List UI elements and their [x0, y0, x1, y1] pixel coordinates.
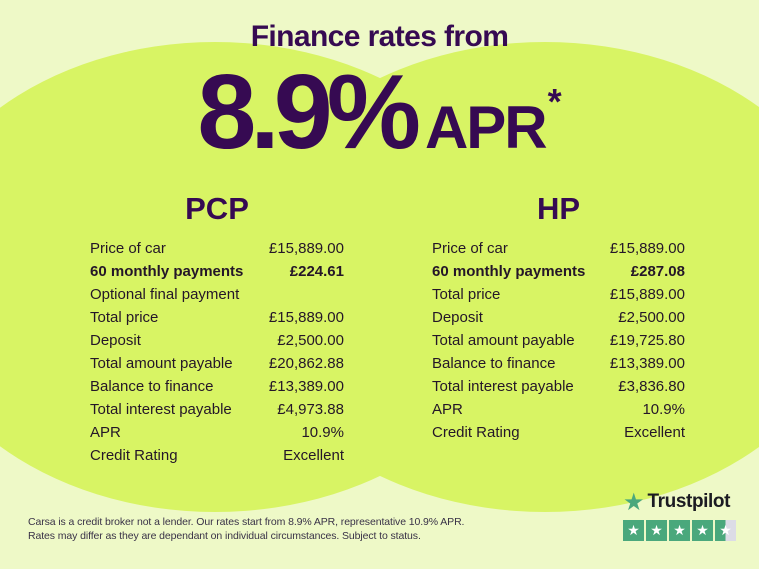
row-value: £2,500.00 — [618, 309, 685, 326]
row-value: Excellent — [624, 424, 685, 441]
finance-row: Deposit £2,500.00 — [90, 329, 344, 352]
finance-row: Total interest payable £4,973.88 — [90, 398, 344, 421]
finance-row: Price of car £15,889.00 — [432, 237, 685, 260]
finance-row: Total interest payable £3,836.80 — [432, 375, 685, 398]
row-label: 60 monthly payments — [432, 263, 586, 280]
row-value: £15,889.00 — [609, 286, 685, 303]
trustpilot-star-icon: ★ — [623, 488, 645, 516]
disclaimer-line-2: Rates may differ as they are dependant o… — [28, 529, 421, 542]
row-value: £20,862.88 — [268, 355, 344, 372]
row-value: £13,389.00 — [609, 355, 685, 372]
row-value: £2,500.00 — [277, 332, 344, 349]
finance-row: Balance to finance £13,389.00 — [90, 375, 344, 398]
row-label: Total price — [432, 286, 501, 303]
row-value: £3,836.80 — [618, 378, 685, 395]
disclaimer-line-1: Carsa is a credit broker not a lender. O… — [28, 516, 465, 528]
row-value: £13,389.00 — [268, 378, 344, 395]
finance-row: Balance to finance £13,389.00 — [432, 352, 685, 375]
page-title: Finance rates from — [250, 20, 509, 53]
row-label: 60 monthly payments — [90, 263, 244, 280]
pcp-table: Price of car £15,889.00 60 monthly payment… — [90, 237, 344, 467]
finance-row: APR 10.9% — [90, 421, 344, 444]
row-label: Total price — [90, 309, 159, 326]
row-value: £19,725.80 — [609, 332, 685, 349]
trustpilot-logo: ★ Trustpilot — [623, 490, 736, 514]
rate-value: 8.9% — [197, 53, 421, 171]
trustpilot-star-box: ★ — [692, 520, 713, 541]
trustpilot-star-box: ★ — [646, 520, 667, 541]
finance-row: 60 monthly payments £224.61 — [90, 260, 344, 283]
finance-row: Total price £15,889.00 — [90, 306, 344, 329]
trustpilot-star-box: ★ — [669, 520, 690, 541]
trustpilot-star-box: ★ — [715, 520, 736, 541]
row-label: Balance to finance — [90, 378, 214, 395]
row-value: £4,973.88 — [277, 401, 344, 418]
finance-row: Credit Rating Excellent — [432, 421, 685, 444]
finance-row: Total amount payable £19,725.80 — [432, 329, 685, 352]
row-value: £15,889.00 — [268, 309, 344, 326]
finance-row: Price of car £15,889.00 — [90, 237, 344, 260]
rate-asterisk: * — [547, 81, 562, 122]
row-label: APR — [432, 401, 463, 418]
pcp-title: PCP — [185, 191, 249, 226]
finance-row: Total amount payable £20,862.88 — [90, 352, 344, 375]
row-value: Excellent — [283, 447, 344, 464]
row-label: Total amount payable — [90, 355, 233, 372]
finance-row: Deposit £2,500.00 — [432, 306, 685, 329]
row-label: Deposit — [432, 309, 483, 326]
pcp-column: PCP Price of car £15,889.00 60 monthly pay… — [90, 193, 344, 467]
hp-title: HP — [536, 191, 581, 226]
finance-row: APR 10.9% — [432, 398, 685, 421]
finance-row: Total price £15,889.00 — [432, 283, 685, 306]
finance-row: 60 monthly payments £287.08 — [432, 260, 685, 283]
row-value: 10.9% — [642, 401, 685, 418]
trustpilot-stars: ★ ★ ★ ★ ★ — [623, 520, 736, 541]
row-label: APR — [90, 424, 121, 441]
row-value: £224.61 — [289, 263, 344, 280]
row-label: Price of car — [432, 240, 508, 257]
row-value: £287.08 — [630, 263, 685, 280]
row-label: Total amount payable — [432, 332, 575, 349]
rate-unit: APR — [424, 94, 548, 161]
row-label: Credit Rating — [90, 447, 178, 464]
trustpilot-brand-text: Trustpilot — [647, 491, 731, 512]
row-label: Total interest payable — [90, 401, 232, 418]
row-label: Credit Rating — [432, 424, 520, 441]
row-label: Price of car — [90, 240, 166, 257]
headline-rate: 8.9% APR * — [0, 59, 759, 165]
hp-column: HP Price of car £15,889.00 60 monthly paym… — [432, 193, 685, 444]
row-label: Balance to finance — [432, 355, 556, 372]
hp-table: Price of car £15,889.00 60 monthly payment… — [432, 237, 685, 444]
row-value: £15,889.00 — [609, 240, 685, 257]
finance-row: Optional final payment — [90, 283, 344, 306]
trustpilot-star-box: ★ — [623, 520, 644, 541]
trustpilot-widget: ★ Trustpilot ★ ★ ★ ★ ★ — [623, 490, 736, 541]
row-label: Deposit — [90, 332, 141, 349]
row-label: Optional final payment — [90, 286, 240, 303]
disclaimer: Carsa is a credit broker not a lender. O… — [28, 516, 464, 543]
row-value: £15,889.00 — [268, 240, 344, 257]
row-value: 10.9% — [301, 424, 344, 441]
row-label: Total interest payable — [432, 378, 574, 395]
finance-row: Credit Rating Excellent — [90, 444, 344, 467]
background-blob-right — [235, 42, 759, 512]
